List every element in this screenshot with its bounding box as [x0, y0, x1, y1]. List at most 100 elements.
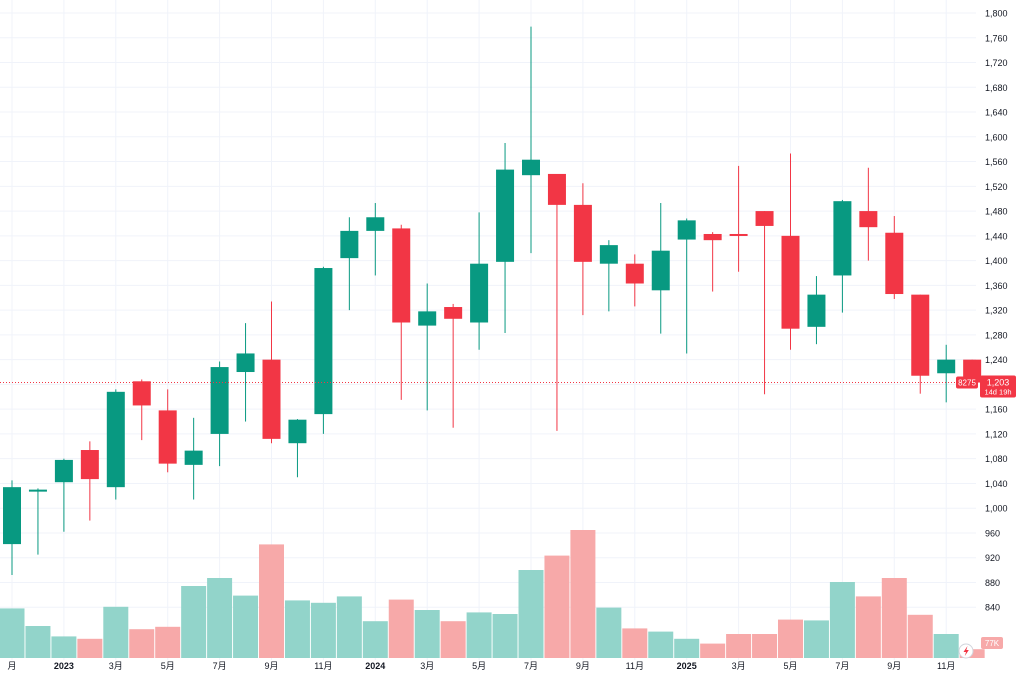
- volume-bar: [129, 629, 155, 658]
- candle-body-down[interactable]: [729, 233, 748, 236]
- candle-body-down[interactable]: [755, 211, 774, 226]
- x-tick-label: 9月: [576, 661, 590, 671]
- candle-body-up[interactable]: [651, 250, 670, 291]
- y-tick-label: 840: [985, 603, 1000, 613]
- candle-body-up[interactable]: [28, 489, 47, 492]
- x-tick-label: 月: [7, 661, 16, 671]
- volume-bar: [362, 621, 388, 658]
- candle-body-down[interactable]: [573, 204, 592, 262]
- x-axis: 月 2023 3月 5月 7月 9月 11月 2024 3月 5月 7月 9月 11月 2025 3月 5月 7…: [7, 661, 955, 671]
- candle-body-up[interactable]: [314, 268, 333, 415]
- x-tick-label: 5月: [472, 661, 486, 671]
- volume-bar: [803, 620, 829, 658]
- volume-bars: [0, 530, 985, 658]
- volume-bar: [466, 612, 492, 658]
- x-tick-label: 7月: [524, 661, 538, 671]
- candle-body-up[interactable]: [833, 201, 852, 276]
- y-tick-label: 1,480: [985, 207, 1008, 217]
- last-price-label: 1,203: [987, 378, 1010, 388]
- candle-body-down[interactable]: [158, 410, 177, 464]
- x-tick-label: 2024: [365, 661, 385, 671]
- volume-bar: [233, 595, 259, 658]
- candle-body-up[interactable]: [184, 450, 203, 465]
- candle-body-up[interactable]: [418, 311, 437, 326]
- volume-bar: [674, 638, 700, 658]
- last-price-badge: [980, 375, 1016, 398]
- x-tick-label: 2023: [54, 661, 74, 671]
- candle-body-down[interactable]: [262, 359, 281, 439]
- volume-bar: [259, 544, 284, 658]
- volume-bar: [778, 619, 803, 658]
- volume-bar: [414, 610, 440, 658]
- candle-body-up[interactable]: [210, 367, 229, 434]
- y-tick-label: 1,040: [985, 479, 1008, 489]
- candle-body-down[interactable]: [781, 235, 800, 329]
- y-tick-label: 1,800: [985, 9, 1008, 19]
- x-tick-label: 5月: [161, 661, 175, 671]
- candle-body-up[interactable]: [677, 220, 696, 240]
- y-tick-label: 1,640: [985, 108, 1008, 118]
- y-tick-label: 1,720: [985, 58, 1008, 68]
- volume-bar: [284, 600, 310, 658]
- volume-bar: [388, 599, 414, 658]
- volume-bar: [492, 614, 518, 658]
- volume-bar: [25, 626, 51, 658]
- volume-bar: [207, 578, 233, 658]
- candle-body-up[interactable]: [288, 419, 307, 444]
- y-tick-label: 1,000: [985, 504, 1008, 514]
- volume-bar: [77, 638, 103, 658]
- y-tick-label: 1,560: [985, 157, 1008, 167]
- volume-bar: [155, 626, 181, 658]
- candle-body-up[interactable]: [366, 217, 385, 231]
- candle-body-down[interactable]: [80, 450, 99, 480]
- candle-body-up[interactable]: [807, 294, 826, 327]
- candle-body-down[interactable]: [444, 307, 463, 319]
- candle-body-up[interactable]: [340, 230, 359, 259]
- candle-body-up[interactable]: [522, 159, 540, 176]
- candle-body-up[interactable]: [106, 391, 125, 488]
- y-tick-label: 960: [985, 528, 1000, 538]
- candle-body-up[interactable]: [470, 263, 489, 323]
- candle-body-up[interactable]: [496, 169, 515, 262]
- candle-body-up[interactable]: [54, 459, 73, 483]
- y-tick-label: 1,120: [985, 429, 1008, 439]
- grid-lines: [0, 0, 976, 660]
- y-tick-label: 920: [985, 553, 1000, 563]
- x-tick-label: 3月: [732, 661, 746, 671]
- x-tick-label: 9月: [887, 661, 901, 671]
- y-tick-label: 1,520: [985, 182, 1008, 192]
- x-tick-label: 9月: [264, 661, 278, 671]
- candle-body-up[interactable]: [937, 359, 956, 374]
- candle-body-down[interactable]: [392, 228, 411, 323]
- y-tick-label: 1,080: [985, 454, 1008, 464]
- volume-bar: [544, 555, 570, 658]
- countdown-label: 14d 19h: [984, 388, 1011, 397]
- candle-body-down[interactable]: [625, 263, 644, 284]
- candle-body-up[interactable]: [599, 245, 618, 264]
- y-tick-label: 1,320: [985, 306, 1008, 316]
- candle-body-down[interactable]: [132, 381, 151, 406]
- candle-body-down[interactable]: [859, 211, 878, 228]
- y-tick-label: 1,400: [985, 256, 1008, 266]
- candle-body-down[interactable]: [547, 173, 566, 205]
- candle-body-up[interactable]: [236, 353, 255, 373]
- volume-bar: [336, 596, 362, 658]
- volume-bar: [596, 607, 622, 658]
- volume-bar: [570, 530, 596, 658]
- y-tick-label: 1,600: [985, 132, 1008, 142]
- x-tick-label: 7月: [213, 661, 227, 671]
- y-tick-label: 1,240: [985, 355, 1008, 365]
- x-tick-label: 11月: [937, 661, 955, 671]
- y-tick-label: 1,760: [985, 33, 1008, 43]
- y-tick-label: 1,280: [985, 330, 1008, 340]
- x-tick-label: 2025: [677, 661, 697, 671]
- candle-body-down[interactable]: [703, 233, 722, 241]
- candle-body-up[interactable]: [3, 487, 21, 545]
- candle-body-down[interactable]: [911, 294, 930, 376]
- volume-bar: [181, 586, 207, 658]
- candle-body-down[interactable]: [885, 232, 904, 295]
- lightning-icon-glyph: [963, 646, 969, 656]
- volume-bar: [726, 634, 752, 658]
